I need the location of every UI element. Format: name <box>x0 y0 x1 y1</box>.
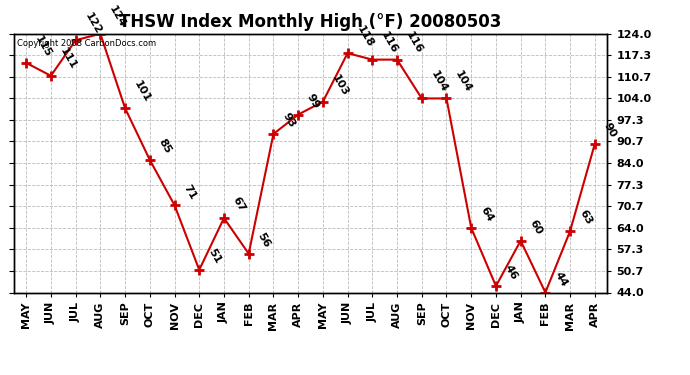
Text: 46: 46 <box>503 263 520 282</box>
Text: 122: 122 <box>83 11 103 36</box>
Text: 104: 104 <box>453 69 474 94</box>
Text: 71: 71 <box>181 183 198 201</box>
Text: 101: 101 <box>132 79 152 104</box>
Text: 85: 85 <box>157 137 173 156</box>
Text: 67: 67 <box>231 195 248 214</box>
Text: 116: 116 <box>380 30 400 56</box>
Text: 99: 99 <box>305 92 322 111</box>
Text: 64: 64 <box>478 205 495 224</box>
Text: 116: 116 <box>404 30 424 56</box>
Text: 44: 44 <box>552 270 569 288</box>
Text: 104: 104 <box>428 69 449 94</box>
Text: 103: 103 <box>330 73 350 98</box>
Text: 51: 51 <box>206 248 223 266</box>
Text: 90: 90 <box>602 121 618 140</box>
Title: THSW Index Monthly High (°F) 20080503: THSW Index Monthly High (°F) 20080503 <box>119 13 502 31</box>
Text: 63: 63 <box>577 209 593 227</box>
Text: 111: 111 <box>58 46 78 72</box>
Text: 60: 60 <box>528 218 544 237</box>
Text: 124: 124 <box>107 4 128 30</box>
Text: 56: 56 <box>255 231 272 249</box>
Text: Copyright 2008 CarbonDocs.com: Copyright 2008 CarbonDocs.com <box>17 39 156 48</box>
Text: 115: 115 <box>33 34 53 59</box>
Text: 93: 93 <box>280 111 297 130</box>
Text: 118: 118 <box>355 24 375 49</box>
